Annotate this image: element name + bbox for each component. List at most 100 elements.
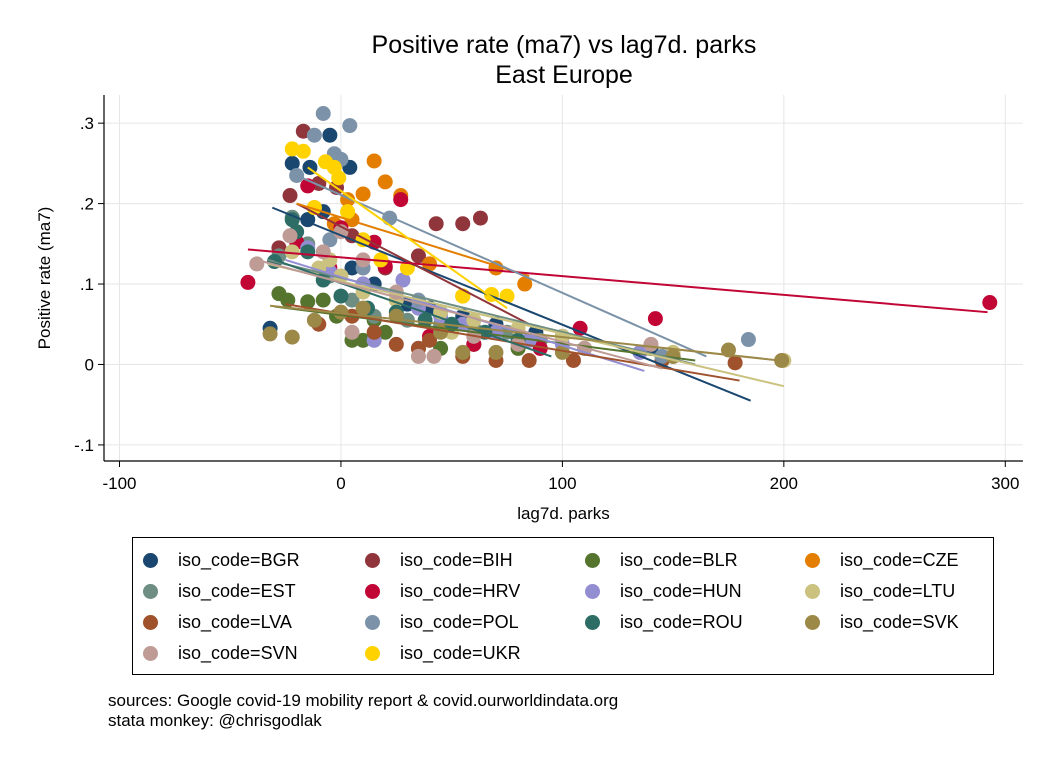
legend-item: iso_code=CZE	[795, 548, 959, 572]
data-point	[572, 320, 588, 336]
data-point	[455, 216, 471, 232]
fit-line	[247, 248, 988, 314]
legend-label: iso_code=POL	[400, 611, 519, 632]
legend-label: iso_code=LVA	[178, 611, 292, 632]
data-point	[331, 170, 347, 186]
legend-marker	[365, 583, 380, 599]
legend-marker	[143, 614, 158, 630]
legend-item: iso_code=LVA	[133, 610, 292, 634]
x-tick-label: 0	[336, 474, 345, 493]
data-point	[284, 329, 300, 345]
legend-item: iso_code=LTU	[795, 579, 955, 603]
legend-marker	[585, 583, 600, 599]
data-point	[355, 186, 371, 202]
data-point	[315, 292, 331, 308]
legend-marker	[143, 583, 158, 599]
data-point	[774, 352, 790, 368]
data-point	[393, 192, 409, 208]
x-axis-title: lag7d. parks	[517, 504, 610, 523]
data-point	[417, 312, 433, 328]
data-point	[333, 288, 349, 304]
footnotes: sources: Google covid-19 mobility report…	[108, 691, 618, 731]
legend-marker	[365, 614, 380, 630]
legend-marker	[585, 552, 600, 568]
legend-label: iso_code=EST	[178, 580, 296, 601]
legend-label: iso_code=HRV	[400, 580, 521, 601]
legend-item: iso_code=ROU	[575, 610, 743, 634]
data-point	[344, 324, 360, 340]
fit-line	[271, 206, 751, 402]
data-point	[355, 300, 371, 316]
y-tick-label: .2	[80, 195, 94, 214]
legend-marker	[805, 614, 820, 630]
data-point	[366, 153, 382, 169]
legend-label: iso_code=UKR	[400, 642, 521, 663]
data-point	[521, 352, 537, 368]
data-point	[282, 188, 298, 204]
data-point	[410, 348, 426, 364]
data-point	[426, 348, 442, 364]
legend-item: iso_code=HUN	[575, 579, 742, 603]
data-point	[284, 244, 300, 260]
legend-label: iso_code=ROU	[620, 611, 743, 632]
data-point	[727, 355, 743, 371]
data-point	[342, 118, 358, 134]
data-point	[643, 336, 659, 352]
fit-line	[256, 258, 663, 370]
data-point	[377, 324, 393, 340]
fit-line	[274, 258, 552, 358]
legend-marker	[585, 614, 600, 630]
footnote-sources: sources: Google covid-19 mobility report…	[108, 691, 619, 710]
legend-item: iso_code=BLR	[575, 548, 738, 572]
legend-item: iso_code=BGR	[133, 548, 300, 572]
data-point	[300, 244, 316, 260]
data-point	[647, 311, 663, 327]
legend-label: iso_code=HUN	[620, 580, 742, 601]
data-point	[428, 216, 444, 232]
legend-item: iso_code=SVK	[795, 610, 959, 634]
fit-line	[307, 166, 508, 309]
y-tick-label: 0	[85, 355, 94, 374]
data-point	[284, 212, 300, 228]
legend-marker	[805, 552, 820, 568]
fit-line	[296, 202, 530, 277]
legend-item: iso_code=EST	[133, 579, 296, 603]
data-point	[366, 324, 382, 340]
legend-item: iso_code=POL	[355, 610, 519, 634]
data-point	[422, 332, 438, 348]
x-tick-label: -100	[102, 474, 136, 493]
y-tick-label: .1	[80, 275, 94, 294]
data-point	[377, 174, 393, 190]
data-point	[262, 326, 278, 342]
data-point	[284, 155, 300, 171]
data-point	[517, 276, 533, 292]
fit-line	[267, 262, 785, 388]
legend-label: iso_code=SVN	[178, 642, 298, 663]
legend-marker	[365, 645, 380, 661]
data-point	[282, 228, 298, 244]
data-point	[280, 292, 296, 308]
data-point	[472, 210, 488, 226]
data-point	[306, 127, 322, 143]
footnote-credit: stata monkey: @chrisgodlak	[108, 711, 322, 730]
data-point	[295, 143, 311, 159]
data-point	[388, 336, 404, 352]
x-tick-label: 200	[770, 474, 798, 493]
legend-item: iso_code=SVN	[133, 641, 298, 665]
x-tick-label: 100	[548, 474, 576, 493]
data-point	[554, 344, 570, 360]
data-point	[740, 332, 756, 348]
legend-label: iso_code=CZE	[840, 549, 959, 570]
chart-title: Positive rate (ma7) vs lag7d. parks	[371, 31, 757, 59]
data-point	[340, 204, 356, 220]
fit-line	[269, 304, 780, 362]
legend: iso_code=BGR iso_code=BIH iso_code=BLR iso_…	[132, 537, 994, 675]
legend-label: iso_code=BLR	[620, 549, 738, 570]
legend-marker	[365, 552, 380, 568]
legend-item: iso_code=BIH	[355, 548, 513, 572]
data-point	[306, 312, 322, 328]
legend-item: iso_code=HRV	[355, 579, 520, 603]
legend-label: iso_code=SVK	[840, 611, 959, 632]
x-tick-label: 300	[991, 474, 1019, 493]
data-point	[315, 106, 331, 122]
